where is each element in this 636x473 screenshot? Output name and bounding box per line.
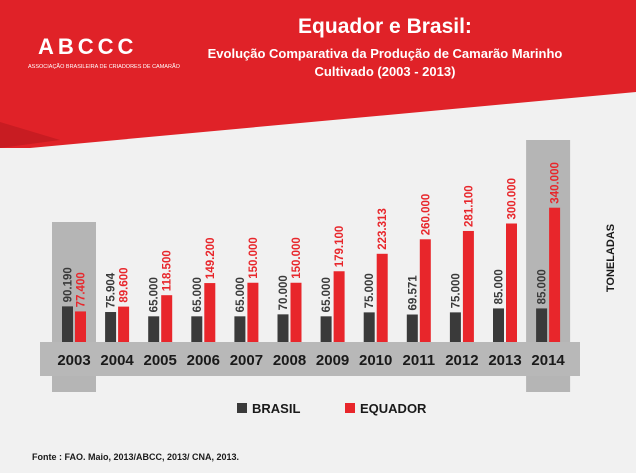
year-label-2011: 2011 [403, 352, 436, 369]
chart-subtitle-line2: Cultivado (2003 - 2013) [315, 64, 456, 79]
bar-equador-2008 [290, 282, 302, 342]
chart-title: Equador e Brasil: [298, 15, 472, 38]
bar-equador-2006 [204, 283, 216, 342]
year-label-2014: 2014 [531, 352, 565, 369]
year-label-2013: 2013 [488, 352, 521, 369]
bar-equador-2004 [118, 306, 130, 342]
value-label-equador-2007: 150.000 [248, 237, 260, 279]
value-label-equador-2014: 340.000 [550, 162, 562, 204]
bar-equador-2014 [549, 207, 561, 342]
value-label-brasil-2010: 75.000 [364, 273, 376, 308]
bar-brasil-2008 [277, 314, 289, 342]
value-label-equador-2009: 179.100 [334, 226, 346, 268]
header-banner-shade [0, 122, 60, 148]
chart-subtitle-line1: Evolução Comparativa da Produção de Cama… [208, 46, 563, 61]
value-label-brasil-2003: 90.190 [63, 267, 75, 302]
value-label-equador-2005: 118.500 [162, 250, 174, 291]
bar-equador-2005 [161, 295, 173, 342]
bar-equador-2011 [419, 239, 431, 342]
year-label-2004: 2004 [100, 352, 134, 369]
bar-equador-2013 [506, 223, 517, 342]
value-label-brasil-2007: 65.000 [235, 277, 247, 312]
value-label-brasil-2013: 85.000 [494, 269, 506, 304]
legend-swatch-equador [345, 403, 355, 413]
value-label-equador-2003: 77.400 [76, 272, 88, 307]
bar-brasil-2013 [493, 308, 504, 342]
logo-text: ABCCC [38, 34, 137, 59]
logo-subtitle: ASSOCIAÇÃO BRASILEIRA DE CRIADORES DE CA… [28, 63, 181, 70]
bar-brasil-2014 [536, 308, 548, 342]
year-label-2008: 2008 [273, 352, 306, 369]
year-label-2003: 2003 [57, 352, 90, 369]
value-label-equador-2010: 223.313 [377, 208, 389, 250]
bar-equador-2009 [333, 271, 345, 342]
year-labels: 2003 2004 2005 2006 2007 2008 2009 2010 2011 2012… [57, 352, 565, 369]
legend-label-brasil: BRASIL [252, 401, 300, 416]
bar-brasil-2009 [320, 316, 332, 342]
bar-brasil-2010 [363, 312, 375, 342]
year-label-2007: 2007 [230, 352, 263, 369]
year-label-2009: 2009 [316, 352, 349, 369]
value-label-equador-2006: 149.200 [205, 237, 217, 279]
header-banner [0, 0, 636, 148]
bar-brasil-2006 [191, 316, 203, 342]
year-label-2006: 2006 [187, 352, 220, 369]
value-label-brasil-2014: 85.000 [537, 269, 549, 304]
legend: BRASIL EQUADOR [237, 401, 427, 416]
y-axis-unit-label: TONELADAS [605, 224, 617, 292]
legend-label-equador: EQUADOR [360, 401, 427, 416]
bar-equador-2010 [376, 253, 388, 342]
value-label-equador-2008: 150.000 [291, 237, 303, 279]
bar-brasil-2012 [449, 312, 461, 342]
abcc-logo: ABCCC ASSOCIAÇÃO BRASILEIRA DE CRIADORES… [28, 34, 181, 70]
value-label-equador-2004: 89.600 [119, 267, 131, 302]
value-label-brasil-2006: 65.000 [192, 277, 204, 312]
value-label-equador-2013: 300.000 [507, 178, 519, 220]
value-label-equador-2011: 260.000 [420, 194, 432, 236]
value-label-equador-2012: 281.100 [463, 185, 475, 227]
value-label-brasil-2008: 70.000 [278, 275, 290, 310]
value-label-brasil-2004: 75.904 [106, 272, 118, 308]
bar-equador-2003 [75, 311, 86, 342]
bar-brasil-2005 [148, 316, 160, 342]
bars-group: 90.190 77.400 75.904 89.600 65.000118.50065.… [62, 162, 562, 342]
value-label-brasil-2011: 69.571 [407, 275, 419, 311]
bar-brasil-2011 [406, 314, 418, 342]
bar-equador-2007 [247, 282, 259, 342]
bar-equador-2012 [462, 230, 474, 342]
source-note: Fonte : FAO. Maio, 2013/ABCC, 2013/ CNA,… [32, 452, 239, 462]
bar-brasil-2007 [234, 316, 246, 342]
year-label-2012: 2012 [445, 352, 478, 369]
value-label-brasil-2009: 65.000 [321, 277, 333, 312]
bar-brasil-2004 [105, 312, 117, 342]
legend-swatch-brasil [237, 403, 247, 413]
bar-brasil-2003 [62, 306, 73, 342]
year-label-2010: 2010 [359, 352, 392, 369]
year-label-2005: 2005 [144, 352, 177, 369]
value-label-brasil-2005: 65.000 [149, 277, 161, 312]
value-label-brasil-2012: 75.000 [450, 273, 462, 308]
year-axis-band [40, 342, 580, 376]
